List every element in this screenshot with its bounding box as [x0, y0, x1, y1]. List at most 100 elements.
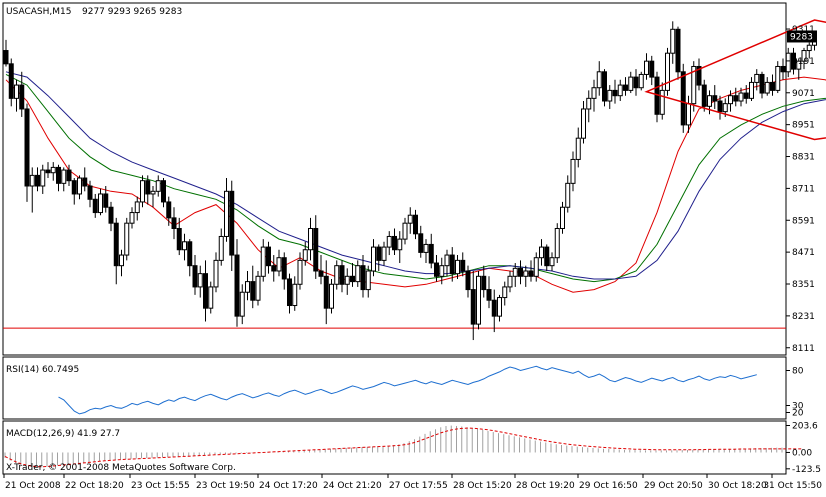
candle-body	[555, 228, 559, 257]
time-axis-label: 24 Oct 17:20	[259, 481, 318, 491]
candle-body	[78, 178, 82, 194]
candle-body	[487, 290, 491, 301]
price-scale-label: 9191	[792, 57, 815, 67]
candle-body	[429, 244, 433, 263]
candle-body	[450, 255, 454, 274]
candle	[639, 72, 643, 91]
candle-body	[477, 276, 481, 324]
candle	[603, 69, 607, 106]
candle-body	[671, 29, 675, 53]
candle-body	[419, 234, 423, 253]
ohlc-values: 9277 9293 9265 9283	[82, 7, 182, 17]
price-scale-label: 8831	[792, 153, 815, 163]
candle-body	[660, 90, 664, 114]
candle-body	[445, 255, 449, 266]
candle-body	[114, 223, 118, 265]
candle	[681, 64, 685, 133]
candle-body	[372, 247, 376, 271]
candle-body	[755, 74, 759, 82]
candle-body	[330, 284, 334, 308]
candle-body	[303, 250, 307, 261]
candle-body	[503, 287, 507, 298]
rsi-scale-label: 80	[792, 367, 804, 377]
candle	[655, 72, 659, 122]
candle-body	[25, 109, 29, 186]
rsi-panel[interactable]	[3, 357, 786, 419]
candle-body	[723, 104, 727, 112]
time-axis-label: 27 Oct 17:55	[389, 481, 448, 491]
candle-body	[466, 271, 470, 290]
candle-body	[508, 276, 512, 287]
candle-body	[666, 53, 670, 90]
price-scale-label: 8351	[792, 280, 815, 290]
macd-label: MACD(12,26,9) 41.9 27.7	[6, 429, 120, 439]
candle-body	[681, 72, 685, 125]
candle-body	[519, 268, 523, 276]
candle-body	[702, 85, 706, 106]
candle-body	[256, 276, 260, 300]
price-scale-label: 8951	[792, 121, 815, 131]
candle-body	[183, 242, 187, 250]
time-axis-label: 30 Oct 18:20	[708, 481, 767, 491]
candle-body	[277, 258, 281, 271]
candle-body	[650, 61, 654, 77]
macd-scale-label: 203.6	[792, 422, 818, 432]
candle-body	[235, 255, 239, 316]
candle-body	[67, 170, 71, 181]
candle-body	[4, 51, 8, 64]
price-scale-label: 8711	[792, 184, 815, 194]
candle-body	[99, 194, 103, 213]
candle-body	[366, 271, 370, 290]
candle-body	[351, 276, 355, 281]
candle-body	[246, 282, 250, 293]
candle-body	[461, 260, 465, 271]
candle-body	[361, 266, 365, 290]
candle-body	[193, 266, 197, 287]
candle-body	[51, 167, 55, 172]
candle	[125, 218, 129, 260]
rsi-label: RSI(14) 60.7495	[6, 365, 79, 375]
candle-body	[545, 247, 549, 266]
time-axis-label: 29 Oct 16:50	[579, 481, 638, 491]
price-scale-label: 8111	[792, 344, 815, 354]
candle-body	[319, 271, 323, 276]
current-price-label: 9283	[790, 32, 813, 42]
candle-body	[83, 178, 87, 186]
candle-body	[151, 191, 155, 194]
candle-body	[288, 279, 292, 306]
candle-body	[309, 228, 313, 249]
time-axis-label: 28 Oct 15:20	[453, 481, 512, 491]
candle-body	[104, 194, 108, 207]
candle-body	[524, 271, 528, 276]
candle-body	[251, 282, 255, 301]
copyright-text: X-Trader, © 2001-2008 MetaQuotes Softwar…	[6, 463, 236, 473]
candle-body	[324, 276, 328, 308]
candle-body	[240, 292, 244, 316]
candle-body	[167, 202, 171, 218]
candle-body	[177, 228, 181, 249]
candle-body	[529, 271, 533, 276]
candle-body	[120, 255, 124, 266]
candle-body	[713, 96, 717, 101]
candle-body	[550, 258, 554, 266]
candle-body	[156, 181, 160, 192]
candle-body	[765, 82, 769, 93]
candle-body	[93, 199, 97, 212]
candle-body	[340, 266, 344, 285]
candle-body	[36, 175, 40, 186]
candle-body	[676, 29, 680, 71]
candle	[330, 279, 334, 314]
candle-body	[88, 186, 92, 199]
candle-body	[456, 260, 460, 273]
candle-body	[46, 170, 50, 173]
candle-body	[587, 98, 591, 109]
candle-body	[597, 72, 601, 88]
candle-body	[687, 104, 691, 125]
time-axis-label: 29 Oct 20:50	[644, 481, 703, 491]
candle-body	[513, 268, 517, 276]
candle-body	[130, 213, 134, 224]
candle-body	[739, 93, 743, 101]
candle-body	[440, 266, 444, 277]
